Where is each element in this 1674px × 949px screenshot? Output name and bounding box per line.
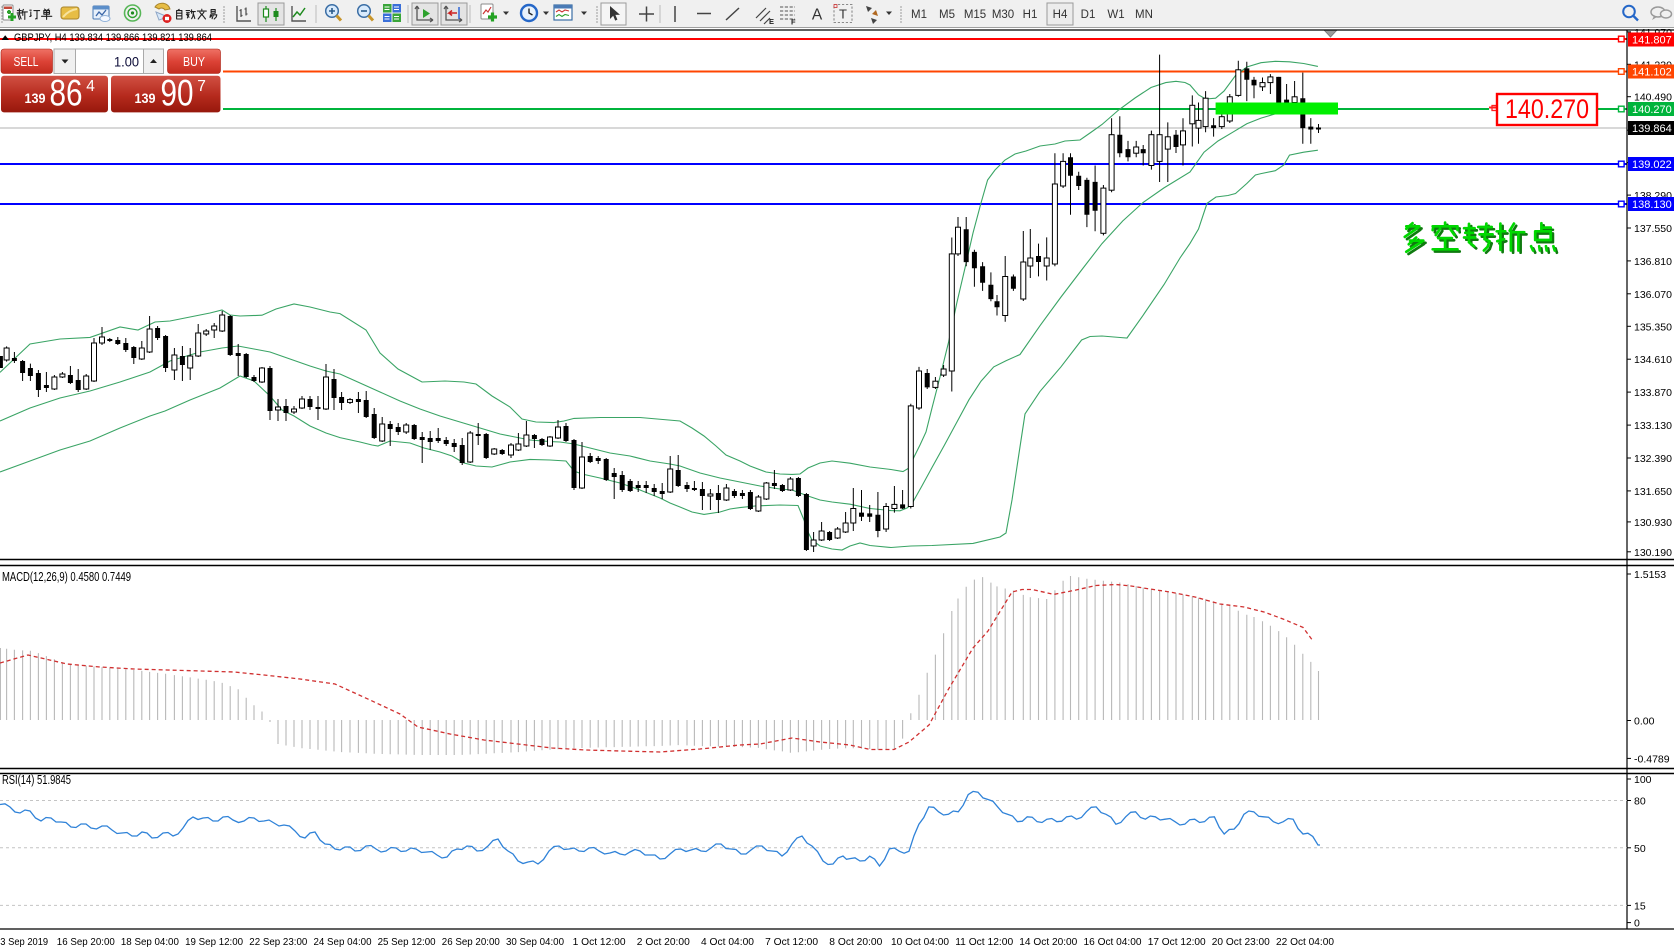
- svg-text:136.810: 136.810: [1634, 256, 1672, 268]
- svg-text:7 Oct 12:00: 7 Oct 12:00: [765, 936, 818, 948]
- svg-text:139.864: 139.864: [1632, 123, 1672, 135]
- svg-text:M30: M30: [992, 9, 1014, 21]
- svg-text:0.00: 0.00: [1634, 716, 1655, 728]
- svg-text:132.390: 132.390: [1634, 453, 1672, 465]
- svg-text:133.130: 133.130: [1634, 420, 1672, 432]
- svg-text:131.650: 131.650: [1634, 486, 1672, 498]
- svg-text:11 Oct 12:00: 11 Oct 12:00: [955, 936, 1013, 948]
- svg-text:1.00: 1.00: [114, 54, 139, 70]
- svg-text:135.350: 135.350: [1634, 321, 1672, 333]
- svg-text:1.5153: 1.5153: [1634, 569, 1666, 581]
- svg-text:H1: H1: [1023, 9, 1038, 21]
- svg-text:D1: D1: [1081, 9, 1096, 21]
- svg-text:W1: W1: [1107, 9, 1124, 21]
- svg-text:13 Sep 2019: 13 Sep 2019: [0, 936, 48, 948]
- svg-text:14 Oct 20:00: 14 Oct 20:00: [1019, 936, 1077, 948]
- svg-text:130.930: 130.930: [1634, 517, 1672, 529]
- svg-text:18 Sep 04:00: 18 Sep 04:00: [121, 936, 179, 948]
- svg-text:139: 139: [135, 91, 156, 106]
- svg-text:M1: M1: [911, 9, 927, 21]
- svg-text:A: A: [812, 7, 823, 24]
- svg-text:BUY: BUY: [183, 54, 205, 69]
- svg-text:136.070: 136.070: [1634, 289, 1672, 301]
- svg-text:24 Sep 04:00: 24 Sep 04:00: [314, 936, 372, 948]
- svg-text:4 Oct 04:00: 4 Oct 04:00: [701, 936, 754, 948]
- svg-text:139: 139: [25, 91, 46, 106]
- svg-text:133.870: 133.870: [1634, 387, 1672, 399]
- svg-text:-0.4789: -0.4789: [1634, 753, 1670, 765]
- svg-text:130.190: 130.190: [1634, 547, 1672, 559]
- svg-text:T: T: [839, 7, 847, 22]
- svg-text:1 Oct 12:00: 1 Oct 12:00: [573, 936, 626, 948]
- svg-text:19 Sep 12:00: 19 Sep 12:00: [185, 936, 243, 948]
- svg-text:10 Oct 04:00: 10 Oct 04:00: [891, 936, 949, 948]
- svg-text:140.270: 140.270: [1632, 104, 1672, 116]
- svg-text:4: 4: [86, 78, 95, 95]
- svg-text:26 Sep 20:00: 26 Sep 20:00: [442, 936, 500, 948]
- svg-text:137.550: 137.550: [1634, 223, 1672, 235]
- svg-text:139.022: 139.022: [1632, 159, 1672, 171]
- svg-text:RSI(14) 51.9845: RSI(14) 51.9845: [2, 773, 71, 787]
- svg-text:16 Sep 20:00: 16 Sep 20:00: [57, 936, 115, 948]
- svg-text:E: E: [769, 17, 774, 26]
- svg-text:140.270: 140.270: [1505, 94, 1589, 124]
- svg-text:F: F: [791, 18, 796, 27]
- svg-text:30 Sep 04:00: 30 Sep 04:00: [506, 936, 564, 948]
- svg-text:90: 90: [161, 73, 194, 114]
- svg-text:17 Oct 12:00: 17 Oct 12:00: [1148, 936, 1206, 948]
- svg-text:SELL: SELL: [14, 54, 39, 69]
- svg-text:GBPJPY, H4 139.834 139.866 13: GBPJPY, H4 139.834 139.866 139.821 139.8…: [14, 32, 212, 44]
- svg-text:141.807: 141.807: [1632, 35, 1672, 47]
- svg-text:140.490: 140.490: [1634, 92, 1672, 104]
- svg-text:22 Sep 23:00: 22 Sep 23:00: [249, 936, 307, 948]
- svg-text:86: 86: [50, 73, 83, 114]
- svg-text:20 Oct 23:00: 20 Oct 23:00: [1212, 936, 1270, 948]
- svg-text:138.130: 138.130: [1632, 199, 1672, 211]
- svg-text:134.610: 134.610: [1634, 354, 1672, 366]
- svg-text:7: 7: [197, 78, 206, 95]
- svg-text:MACD(12,26,9) 0.4580 0.7449: MACD(12,26,9) 0.4580 0.7449: [2, 570, 131, 584]
- svg-text:25 Sep 12:00: 25 Sep 12:00: [378, 936, 436, 948]
- svg-text:MN: MN: [1135, 9, 1153, 21]
- svg-text:15: 15: [1634, 900, 1646, 912]
- svg-text:M5: M5: [939, 9, 955, 21]
- svg-text:H4: H4: [1053, 9, 1068, 21]
- svg-text:2 Oct 20:00: 2 Oct 20:00: [637, 936, 690, 948]
- svg-text:M15: M15: [964, 9, 986, 21]
- svg-text:22 Oct 04:00: 22 Oct 04:00: [1276, 936, 1334, 948]
- svg-text:50: 50: [1634, 843, 1646, 855]
- svg-text:8 Oct 20:00: 8 Oct 20:00: [829, 936, 882, 948]
- svg-text:141.102: 141.102: [1632, 67, 1672, 79]
- svg-text:80: 80: [1634, 796, 1646, 808]
- svg-text:0: 0: [1634, 918, 1640, 930]
- svg-text:100: 100: [1634, 774, 1652, 786]
- svg-text:16 Oct 04:00: 16 Oct 04:00: [1084, 936, 1142, 948]
